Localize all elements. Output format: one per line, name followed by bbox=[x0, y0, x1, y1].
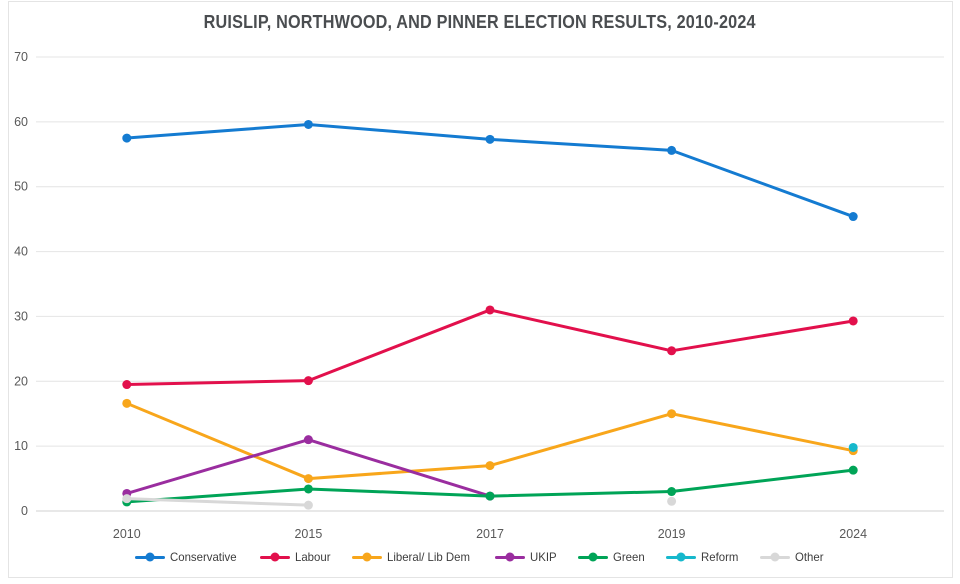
data-point-labour-2010 bbox=[122, 380, 132, 390]
y-tick-label-60: 60 bbox=[14, 115, 28, 129]
y-tick-label-30: 30 bbox=[14, 309, 28, 323]
y-tick-label-50: 50 bbox=[14, 180, 28, 194]
chart-title: RUISLIP, NORTHWOOD, AND PINNER ELECTION … bbox=[203, 12, 757, 32]
legend-item-reform: Reform bbox=[665, 550, 740, 564]
legend-dot-icon bbox=[145, 552, 155, 562]
legend-label: Green bbox=[612, 550, 645, 564]
legend-dot-icon bbox=[270, 552, 280, 562]
legend-dot-icon bbox=[362, 552, 372, 562]
legend-label: UKIP bbox=[529, 550, 557, 564]
data-point-green-2017 bbox=[485, 491, 495, 501]
series-line-liberal-lib-dem bbox=[306, 464, 492, 481]
data-point-other-2010 bbox=[122, 494, 132, 504]
data-point-other-2015 bbox=[303, 500, 313, 510]
y-tick-label-10: 10 bbox=[14, 439, 28, 453]
data-point-green-2019 bbox=[667, 487, 677, 497]
legend-marker-icon bbox=[134, 552, 165, 562]
legend-dot-icon bbox=[588, 552, 598, 562]
legend-marker-icon bbox=[577, 552, 608, 562]
data-point-conservative-2010 bbox=[122, 133, 132, 143]
legend-label: Labour bbox=[294, 550, 331, 564]
data-point-conservative-2015 bbox=[303, 119, 313, 129]
series-line-liberal-lib-dem bbox=[125, 401, 310, 481]
series-line-ukip bbox=[125, 438, 310, 495]
data-point-conservative-2017 bbox=[485, 134, 495, 144]
data-point-labour-2019 bbox=[667, 346, 677, 356]
data-point-liberal-lib-dem-2017 bbox=[485, 461, 495, 471]
x-tick-label-2024: 2024 bbox=[839, 527, 867, 541]
data-point-labour-2015 bbox=[303, 376, 313, 386]
data-point-ukip-2015 bbox=[303, 435, 313, 445]
legend-item-ukip: UKIP bbox=[494, 550, 558, 564]
data-point-labour-2017 bbox=[485, 305, 495, 315]
legend-item-liberal-lib-dem: Liberal/ Lib Dem bbox=[352, 550, 474, 564]
series-line-green bbox=[670, 468, 855, 494]
data-point-labour-2024 bbox=[848, 316, 858, 326]
legend-label: Conservative bbox=[169, 550, 237, 564]
data-point-green-2015 bbox=[303, 484, 313, 494]
legend-marker-icon bbox=[494, 552, 525, 562]
data-point-green-2024 bbox=[848, 465, 858, 475]
legend-item-other: Other bbox=[760, 550, 825, 564]
x-tick-label-2010: 2010 bbox=[113, 527, 141, 541]
legend-dot-icon bbox=[676, 552, 686, 562]
series-line-ukip bbox=[306, 438, 492, 498]
series-line-conservative bbox=[125, 122, 310, 140]
x-tick-label-2017: 2017 bbox=[476, 527, 504, 541]
legend-label: Reform bbox=[700, 550, 739, 564]
legend-marker-icon bbox=[259, 552, 290, 562]
legend-label: Liberal/ Lib Dem bbox=[387, 550, 471, 564]
data-point-reform-2024 bbox=[848, 442, 858, 452]
series-line-green bbox=[488, 490, 674, 498]
y-tick-label-40: 40 bbox=[14, 245, 28, 259]
data-point-other-2019 bbox=[667, 496, 677, 506]
legend-item-labour: Labour bbox=[259, 550, 332, 564]
series-line-green bbox=[306, 487, 492, 498]
series-line-other bbox=[125, 497, 310, 507]
data-point-conservative-2024 bbox=[848, 212, 858, 222]
legend-label: Other bbox=[795, 550, 824, 564]
series-line-labour bbox=[306, 308, 492, 383]
data-point-liberal-lib-dem-2019 bbox=[667, 409, 677, 419]
legend-dot-icon bbox=[505, 552, 515, 562]
series-line-liberal-lib-dem bbox=[488, 412, 674, 468]
data-point-liberal-lib-dem-2015 bbox=[303, 474, 313, 484]
data-point-liberal-lib-dem-2010 bbox=[122, 398, 132, 408]
series-line-labour bbox=[670, 319, 855, 353]
y-tick-label-0: 0 bbox=[21, 504, 28, 518]
chart-legend: Conservative Labour Liberal/ Lib Dem UKIP Gr… bbox=[0, 550, 960, 564]
series-line-conservative bbox=[670, 148, 855, 219]
y-tick-label-20: 20 bbox=[14, 374, 28, 388]
series-line-liberal-lib-dem bbox=[670, 412, 855, 453]
line-chart-plot: 0 10 20 30 40 50 60 70 2010 2015 2017 2019 2024 bbox=[14, 50, 944, 541]
legend-dot-icon bbox=[770, 552, 780, 562]
y-tick-label-70: 70 bbox=[14, 50, 28, 64]
series-line-labour bbox=[125, 379, 310, 387]
series-line-labour bbox=[488, 308, 674, 353]
x-tick-label-2015: 2015 bbox=[294, 527, 322, 541]
legend-item-green: Green bbox=[577, 550, 646, 564]
series-line-conservative bbox=[488, 137, 674, 152]
legend-marker-icon bbox=[665, 552, 696, 562]
legend-marker-icon bbox=[760, 552, 791, 562]
chart-title-row: RUISLIP, NORTHWOOD, AND PINNER ELECTION … bbox=[0, 12, 960, 33]
x-tick-label-2019: 2019 bbox=[658, 527, 686, 541]
series-line-conservative bbox=[306, 122, 492, 141]
data-point-conservative-2019 bbox=[667, 145, 677, 155]
legend-marker-icon bbox=[352, 552, 383, 562]
legend-item-conservative: Conservative bbox=[134, 550, 240, 564]
